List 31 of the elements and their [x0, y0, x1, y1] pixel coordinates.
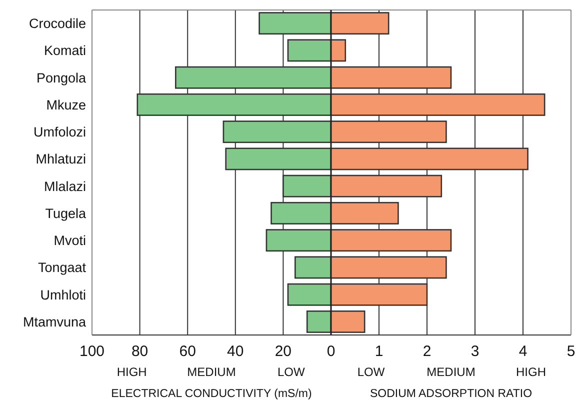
- y-tick-label: Tugela: [45, 206, 86, 221]
- text: MEDIUM: [426, 365, 476, 379]
- x-axis-title: SODIUM ADSORPTION RATIO: [370, 388, 532, 400]
- y-tick-label: Tongaat: [38, 260, 86, 276]
- x-tick-label: 60: [179, 343, 196, 360]
- x-tick-label: 1: [374, 343, 384, 360]
- x-tick-label: 80: [131, 343, 148, 360]
- x-tick-label: 40: [227, 343, 244, 360]
- y-tick-label: Mkuze: [46, 97, 86, 112]
- x-tick-label: 4: [518, 343, 528, 360]
- y-tick-label: Mtamvuna: [22, 314, 86, 330]
- y-tick-label: Pongola: [36, 70, 86, 86]
- text: HIGH: [516, 365, 546, 379]
- text: MEDIUM: [187, 365, 236, 379]
- y-tick-label: Crocodile: [28, 16, 86, 32]
- x-tick-label: 0: [326, 343, 336, 360]
- x-axis-title: ELECTRICAL CONDUCTIVITY (mS/m): [111, 388, 312, 400]
- text: LOW: [277, 365, 306, 379]
- y-tick-label: Mhlatuzi: [36, 152, 86, 167]
- text: LOW: [357, 365, 386, 379]
- y-tick-label: Komati: [44, 43, 86, 58]
- y-tick-label: Mlalazi: [44, 178, 86, 194]
- x-tick-label: 3: [470, 343, 480, 360]
- y-tick-label: Umhloti: [40, 287, 86, 302]
- x-tick-label: 20: [274, 343, 292, 360]
- x-tick-label: 2: [422, 343, 432, 360]
- text: HIGH: [116, 365, 147, 379]
- y-tick-label: Umfolozi: [33, 124, 86, 140]
- x-tick-label: 100: [79, 343, 105, 360]
- x-tick-label: 5: [566, 343, 576, 360]
- y-tick-label: Mvoti: [54, 233, 86, 248]
